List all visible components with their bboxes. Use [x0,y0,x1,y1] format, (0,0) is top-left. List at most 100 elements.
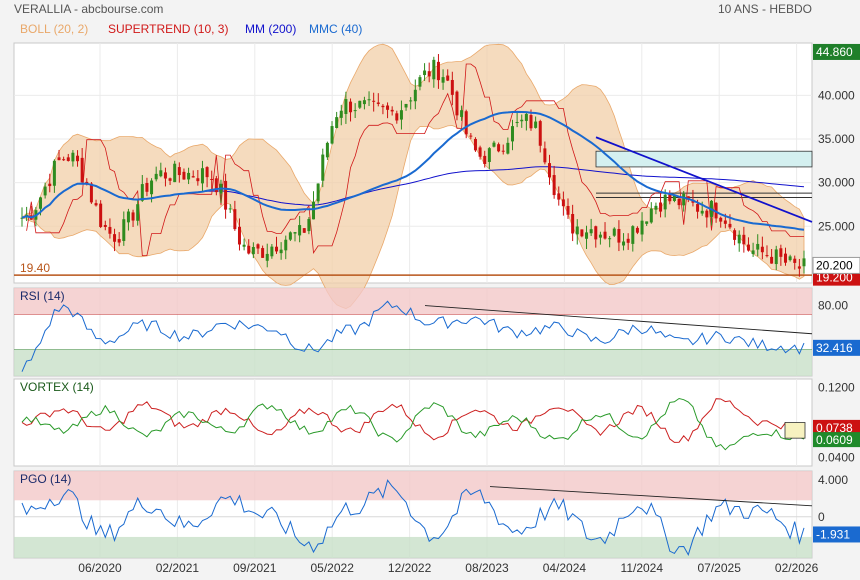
candle [483,155,487,165]
candle [386,105,390,110]
x-tick-label: 09/2021 [233,561,277,575]
candle [423,70,427,76]
candle [214,178,218,193]
candle [728,223,732,228]
candle [413,89,417,102]
chart-title: VERALLIA - abcbourse.com [14,2,164,16]
candle [450,79,454,95]
candle [589,229,593,234]
candle [626,238,630,243]
candle [145,182,149,192]
candle [524,113,528,121]
candle [48,183,52,187]
pgo-line [21,479,805,556]
candle [339,110,343,118]
candle [349,101,353,113]
candle [335,117,339,128]
candle [307,219,311,232]
candle [682,193,686,206]
candle [381,105,385,108]
candle [497,144,501,152]
candle [436,61,440,81]
candle [538,121,542,146]
vortex-plus-value: 0.0609 [816,433,853,447]
candle [742,234,746,245]
mmc40-line [21,110,805,231]
rsi-oversold-zone [14,349,812,376]
pgo-trendline [489,486,813,507]
candle [506,142,510,154]
y-tick-label: 30.000 [818,176,855,190]
downtrend-line [595,136,813,223]
candle [395,113,399,121]
high-price-badge: 44.860 [816,45,853,59]
last-price-badge-bg [812,256,860,274]
candle [427,71,431,77]
candle [25,214,29,216]
candle [802,258,806,267]
y-tick-label: 0.0400 [818,450,855,464]
candle [585,232,589,239]
candle [122,219,126,241]
candle [187,172,191,180]
candle [52,160,56,186]
candle [575,226,579,235]
y-tick-label: 4.000 [818,473,848,487]
candle [469,135,473,137]
candle [168,178,172,181]
candle [131,212,135,221]
candle [293,232,297,234]
chart-period: 10 ANS - HEBDO [717,2,812,16]
candle [446,75,450,81]
candle [770,256,774,264]
candle [566,205,570,215]
candle [534,121,538,128]
candle [284,239,288,251]
candle [372,100,376,102]
rsi-legend: RSI (14) [20,289,65,303]
legend-item: MM (200) [245,22,296,36]
candle [529,115,533,129]
legend-item: BOLL (20, 2) [20,22,88,36]
candle [80,157,84,183]
candle [362,100,366,105]
x-tick-label: 06/2020 [78,561,122,575]
x-tick-label: 08/2023 [465,561,509,575]
candle [608,238,612,240]
candle [487,148,491,162]
candle [251,246,255,255]
candle [705,210,709,218]
candle [367,99,371,101]
vortex-minus-bg [813,419,860,435]
candle [159,170,163,177]
candle [409,100,413,102]
candle [700,210,704,214]
candle [108,226,112,234]
candle [62,159,66,161]
candle [43,186,47,196]
candle [432,59,436,80]
candle [543,148,547,163]
high-price-badge-bg [813,43,860,60]
y-tick-label: 0 [818,510,825,524]
candle [774,249,778,265]
candle [760,246,764,253]
candle [66,157,70,161]
candle [649,208,653,223]
candle [580,229,584,237]
candle [645,221,649,224]
legend-item: MMC (40) [309,22,362,36]
candle [228,208,232,210]
candle [177,167,181,176]
candle [460,110,464,117]
candle [723,220,727,224]
candle [182,171,186,180]
candle [492,142,496,147]
candle [473,138,477,151]
candle [210,178,214,181]
candle [196,178,200,182]
candle [265,253,269,261]
legend-item: SUPERTREND (10, 3) [108,22,228,36]
candle [418,77,422,87]
